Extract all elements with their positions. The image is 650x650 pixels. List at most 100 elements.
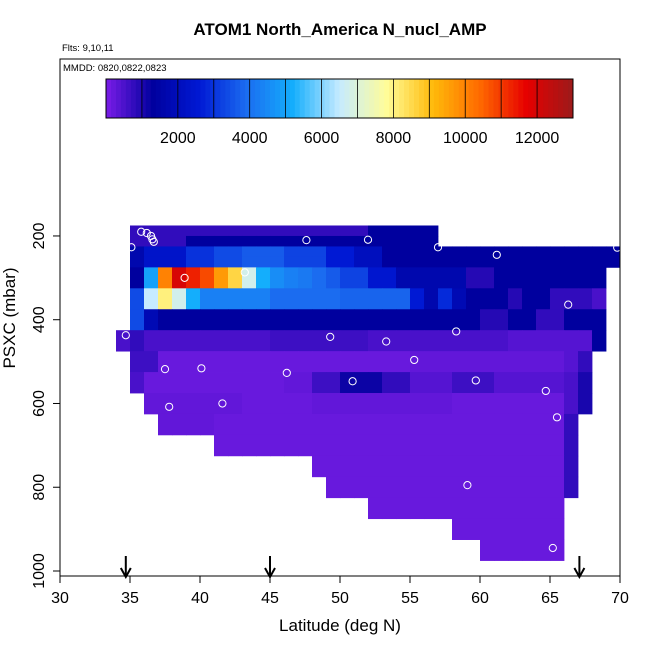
heatmap-cell (186, 225, 201, 237)
heatmap-cell (452, 330, 467, 352)
heatmap-cell (214, 413, 229, 436)
heatmap-cell (508, 476, 523, 499)
heatmap-cell (438, 434, 453, 457)
heatmap-cell (368, 372, 383, 394)
heatmap-cell (396, 497, 411, 520)
heatmap-cell (186, 372, 201, 394)
heatmap-cell (536, 246, 551, 258)
colorbar-segment (235, 79, 241, 118)
heatmap-cell (340, 351, 355, 373)
heatmap-cell (466, 518, 481, 540)
heatmap-cell (466, 246, 481, 258)
heatmap-cell (466, 434, 481, 457)
colorbar-segment (423, 79, 430, 118)
heatmap-cell (508, 351, 523, 373)
heatmap-cell (298, 372, 313, 394)
heatmap-cell (354, 246, 369, 258)
heatmap-cell (550, 476, 565, 499)
heatmap-cell (480, 288, 495, 310)
subtitle-dates: MMDD: 0820,0822,0823 (63, 63, 167, 74)
heatmap-cell (452, 413, 467, 436)
heatmap-cell (382, 455, 397, 478)
heatmap-cell (424, 455, 439, 478)
heatmap-cell (340, 476, 355, 499)
heatmap-cell (508, 372, 523, 394)
heatmap-cell (228, 393, 243, 415)
colorbar-segment (468, 79, 475, 118)
colorbar-segment (180, 79, 186, 118)
heatmap-cell (186, 413, 201, 436)
heatmap-cell (326, 372, 341, 394)
colorbar-segment (200, 79, 206, 118)
sample-point (142, 228, 151, 238)
heatmap-cell (536, 267, 551, 289)
heatmap-cell (158, 330, 173, 352)
colorbar-segment (369, 79, 375, 118)
heatmap-cell (424, 497, 439, 520)
x-tick-label: 50 (331, 590, 349, 607)
heatmap-cell (354, 413, 369, 436)
heatmap-cell (564, 413, 579, 436)
heatmap-cell (228, 309, 243, 331)
heatmap-cell (172, 413, 187, 436)
heatmap-cell (536, 476, 551, 499)
heatmap-cell (298, 225, 313, 237)
heatmap-cell (438, 267, 453, 289)
heatmap-cell (228, 235, 243, 247)
heatmap-cell (536, 393, 551, 415)
heatmap-cell (158, 267, 173, 289)
x-axis-label: Latitude (deg N) (279, 616, 401, 635)
heatmap-cell (326, 246, 341, 258)
heatmap-cell (382, 413, 397, 436)
colorbar-segment (389, 79, 395, 118)
colorbar-segment (533, 79, 539, 118)
heatmap-cell (382, 330, 397, 352)
heatmap-cell (396, 309, 411, 331)
heatmap-cell (592, 330, 607, 352)
heatmap-cell (522, 288, 537, 310)
heatmap-cell (396, 288, 411, 310)
colorbar-segment (145, 79, 152, 118)
heatmap-cell (186, 267, 201, 289)
heatmap-cell (480, 372, 495, 394)
heatmap-cell (284, 267, 299, 289)
heatmap-cell (550, 413, 565, 436)
heatmap-cell (354, 351, 369, 373)
x-tick-label: 55 (401, 590, 419, 607)
heatmap-cell (340, 434, 355, 457)
heatmap-cell (494, 434, 509, 457)
heatmap-cell (410, 246, 425, 258)
heatmap-cell (298, 267, 313, 289)
heatmap-cell (564, 246, 579, 258)
heatmap-cell (326, 413, 341, 436)
heatmap-cell (578, 246, 593, 258)
colorbar-segment (195, 79, 201, 118)
colorbar-segment (493, 79, 499, 118)
heatmap-cell (452, 351, 467, 373)
heatmap-cell (228, 256, 243, 268)
heatmap-cell (298, 288, 313, 310)
colorbar-segment (483, 79, 490, 118)
colorbar-segment (488, 79, 495, 118)
heatmap-cell (256, 372, 271, 394)
heatmap-cell (312, 393, 327, 415)
heatmap-cell (340, 413, 355, 436)
colorbar-segment (394, 79, 400, 118)
heatmap-cell (494, 309, 509, 331)
colorbar-segment (279, 79, 286, 118)
heatmap-cell (172, 267, 187, 289)
colorbar-segment (165, 79, 172, 118)
heatmap-cell (438, 246, 453, 258)
colorbar-tick-label: 2000 (160, 130, 196, 147)
heatmap-cell (578, 372, 593, 394)
heatmap-cell (438, 351, 453, 373)
heatmap-cell (116, 330, 131, 352)
heatmap-cell (242, 267, 257, 289)
flight-marker-arrowhead (119, 567, 132, 580)
heatmap-cell (200, 267, 215, 289)
colorbar-segment (379, 79, 385, 118)
heatmap-cell (284, 256, 299, 268)
colorbar-segment (518, 79, 524, 118)
heatmap-cells (116, 225, 621, 561)
heatmap-cell (550, 539, 565, 561)
